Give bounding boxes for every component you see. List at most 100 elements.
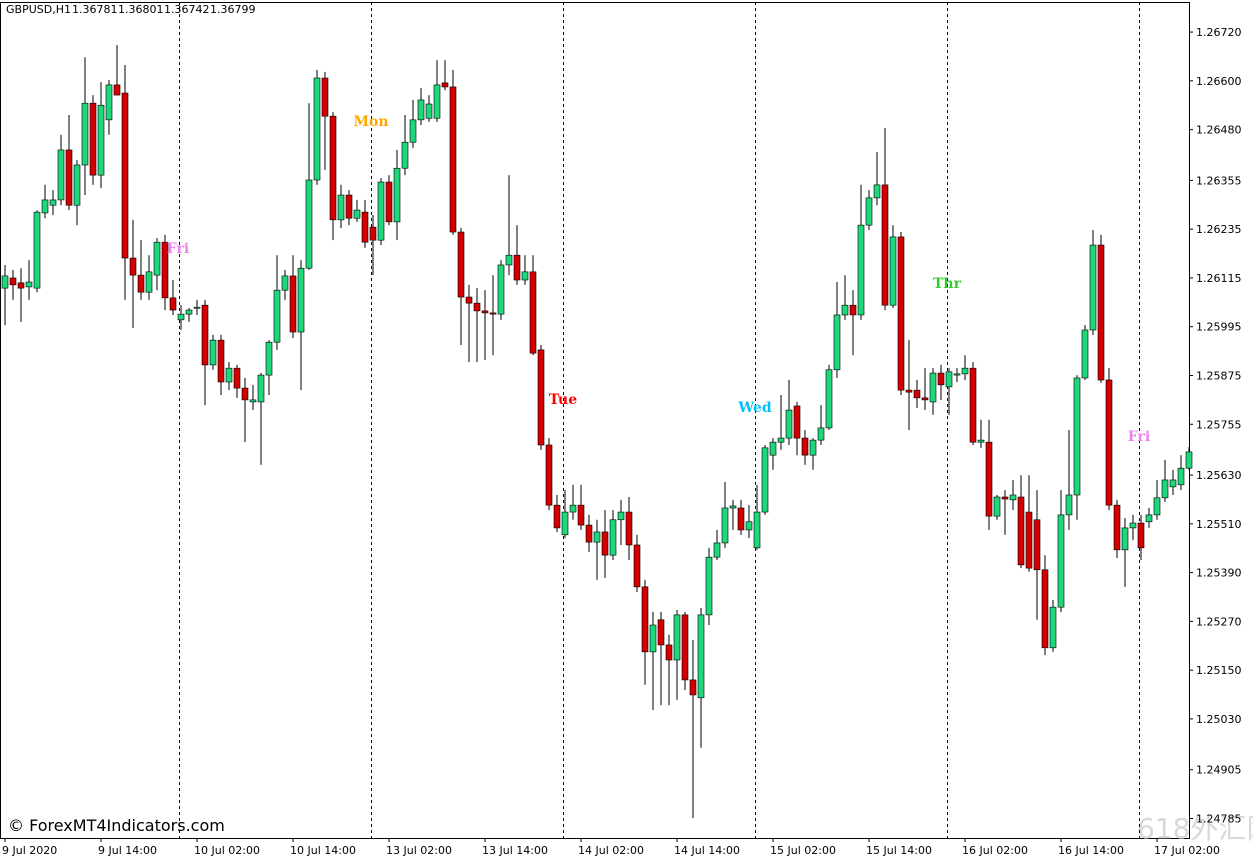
candle-body	[169, 297, 177, 311]
candle-body	[289, 275, 297, 333]
candle-body	[953, 373, 961, 376]
y-tick-label: 1.25150	[1196, 664, 1242, 677]
corner-watermark: 618外汇网	[1137, 812, 1253, 845]
candle-body	[625, 511, 633, 546]
candle-body	[1121, 527, 1129, 551]
candle-body	[577, 504, 585, 526]
watermark: © ForexMT4Indicators.com	[8, 816, 225, 835]
header-value: 1.36781	[72, 3, 118, 16]
candle-body	[1137, 522, 1145, 549]
candle-body	[409, 119, 417, 143]
x-tick-label: 13 Jul 14:00	[482, 844, 548, 857]
candle-body	[137, 274, 145, 293]
candle-body	[417, 99, 425, 121]
candle-body	[969, 367, 977, 443]
candle-body	[457, 231, 465, 298]
candle-body	[377, 181, 385, 241]
x-tick-label: 13 Jul 02:00	[386, 844, 452, 857]
candle-body	[593, 531, 601, 543]
candle-body	[441, 82, 449, 88]
candle-body	[465, 296, 473, 304]
candle-body	[201, 304, 209, 366]
candle-body	[385, 181, 393, 223]
candle-body	[89, 102, 97, 176]
candle-body	[257, 374, 265, 403]
candle-body	[1169, 479, 1177, 488]
x-tick-label: 10 Jul 14:00	[290, 844, 356, 857]
candle-body	[1081, 329, 1089, 379]
candle-body	[1001, 496, 1009, 500]
candle-body	[913, 389, 921, 399]
y-tick-label: 1.25875	[1196, 369, 1242, 382]
candle-body	[529, 271, 537, 354]
candle-body	[225, 367, 233, 383]
candle-body	[1097, 244, 1105, 381]
candle-body	[713, 542, 721, 558]
candle-body	[433, 84, 441, 119]
day-label: Mon	[353, 114, 388, 130]
y-tick-label: 1.25995	[1196, 321, 1242, 334]
candle-body	[873, 184, 881, 199]
x-tick-label: 14 Jul 02:00	[578, 844, 644, 857]
candle-body	[737, 507, 745, 531]
x-tick-label: 9 Jul 14:00	[98, 844, 157, 857]
candle-body	[305, 179, 313, 269]
candle-body	[1041, 569, 1049, 649]
candle-body	[217, 339, 225, 383]
day-label: Tue	[549, 392, 577, 408]
y-tick-label: 1.26235	[1196, 223, 1242, 236]
day-label: Fri	[167, 241, 189, 257]
symbol: GBPUSD,H1	[6, 3, 71, 16]
candle-body	[1017, 496, 1025, 566]
candle-body	[881, 184, 889, 306]
candle-body	[297, 267, 305, 333]
candle-body	[945, 371, 953, 388]
candle-body	[609, 519, 617, 556]
candle-body	[233, 367, 241, 389]
candle-body	[473, 302, 481, 312]
candle-body	[153, 241, 161, 276]
day-label: Wed	[737, 400, 771, 416]
y-tick-label: 1.26115	[1196, 272, 1242, 285]
day-label: Fri	[1128, 429, 1150, 445]
candle-body	[761, 447, 769, 513]
y-tick-label: 1.25390	[1196, 567, 1242, 580]
candle-body	[393, 167, 401, 223]
candle-body	[1113, 504, 1121, 551]
candle-body	[49, 199, 57, 206]
candle-body	[41, 199, 49, 214]
day-label: Thr	[933, 276, 962, 292]
header-value: 1.36799	[210, 3, 256, 16]
candle-body	[961, 367, 969, 375]
candle-body	[753, 511, 761, 549]
candle-body	[209, 339, 217, 366]
candle-body	[1089, 244, 1097, 331]
x-tick-label: 10 Jul 02:00	[194, 844, 260, 857]
candle-body	[721, 507, 729, 544]
header-value: 1.36742	[164, 3, 210, 16]
candle-body	[537, 349, 545, 446]
candle-body	[481, 310, 489, 314]
x-tick-label: 16 Jul 02:00	[962, 844, 1028, 857]
candle-body	[689, 679, 697, 696]
candle-body	[1185, 451, 1193, 469]
candle-body	[65, 149, 73, 206]
candle-body	[833, 314, 841, 371]
candle-body	[121, 92, 129, 259]
candle-body	[745, 521, 753, 531]
candle-body	[105, 84, 113, 121]
candle-body	[265, 341, 273, 376]
candle-body	[633, 544, 641, 588]
y-tick-label: 1.24785	[1196, 812, 1242, 825]
candle-body	[337, 194, 345, 221]
candle-body	[313, 77, 321, 181]
candle-body	[985, 441, 993, 517]
candle-body	[1033, 519, 1041, 571]
x-tick-label: 17 Jul 02:00	[1154, 844, 1220, 857]
candle-body	[321, 77, 329, 117]
candle-body	[705, 556, 713, 616]
candle-body	[569, 504, 577, 513]
candle-body	[649, 624, 657, 653]
candle-body	[865, 197, 873, 226]
